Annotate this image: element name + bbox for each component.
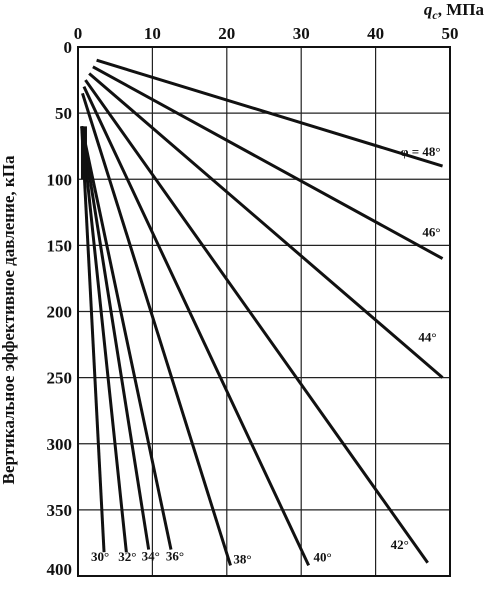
x-axis-title: qc, МПа [424, 0, 485, 22]
series-label-38: 38° [233, 551, 251, 566]
series-label-46: 46° [422, 225, 440, 240]
series-line-42 [84, 79, 429, 564]
origin-cluster [80, 126, 87, 180]
series-line-40 [82, 86, 310, 567]
y-tick-label: 200 [47, 303, 73, 322]
tick-labels: 0 10 20 30 40 50 0 50 100 150 200 250 300 350 400 [47, 24, 459, 579]
x-axis-subscript: c [432, 8, 438, 22]
x-tick-label: 10 [144, 24, 161, 43]
grid [77, 46, 451, 577]
series-label-36: 36° [166, 549, 184, 564]
series-line-32 [80, 126, 128, 553]
series-lines [80, 58, 444, 567]
y-axis-title: Вертикальное эффективное давление, кПа [0, 155, 18, 484]
y-tick-label: 350 [47, 501, 73, 520]
x-tick-label: 40 [367, 24, 384, 43]
series-label-32: 32° [118, 549, 136, 564]
x-tick-label: 50 [442, 24, 459, 43]
series-labels: φ = 48° 46° 44° 42° 40° 38° 36° 34° 32° 30° [91, 144, 441, 566]
y-tick-label: 100 [47, 170, 73, 189]
series-line-34 [80, 126, 151, 550]
x-axis-unit: , МПа [438, 0, 485, 19]
series-line-36 [80, 126, 173, 550]
series-line-38 [81, 92, 232, 566]
series-label-42: 42° [391, 537, 409, 552]
series-line-48 [96, 58, 443, 168]
y-tick-label: 400 [47, 560, 73, 579]
y-tick-label: 300 [47, 435, 73, 454]
series-line-44 [88, 72, 444, 379]
y-tick-label: 50 [55, 104, 72, 123]
series-label-48: φ = 48° [400, 144, 440, 159]
series-label-30: 30° [91, 549, 109, 564]
series-label-34: 34° [142, 549, 160, 564]
series-line-46 [92, 65, 444, 260]
y-tick-label: 250 [47, 369, 73, 388]
y-tick-label: 0 [64, 38, 73, 57]
x-tick-label: 0 [74, 24, 83, 43]
series-label-40: 40° [314, 549, 332, 564]
axis-titles: qc, МПа Вертикальное эффективное давлени… [0, 0, 484, 484]
plot-frame [77, 46, 451, 577]
series-line-30 [80, 126, 106, 553]
series-label-44: 44° [418, 330, 436, 345]
x-tick-label: 30 [293, 24, 310, 43]
plot-border [77, 46, 451, 577]
x-axis-symbol: q [424, 0, 433, 19]
x-tick-label: 20 [218, 24, 235, 43]
y-tick-label: 150 [47, 236, 73, 255]
